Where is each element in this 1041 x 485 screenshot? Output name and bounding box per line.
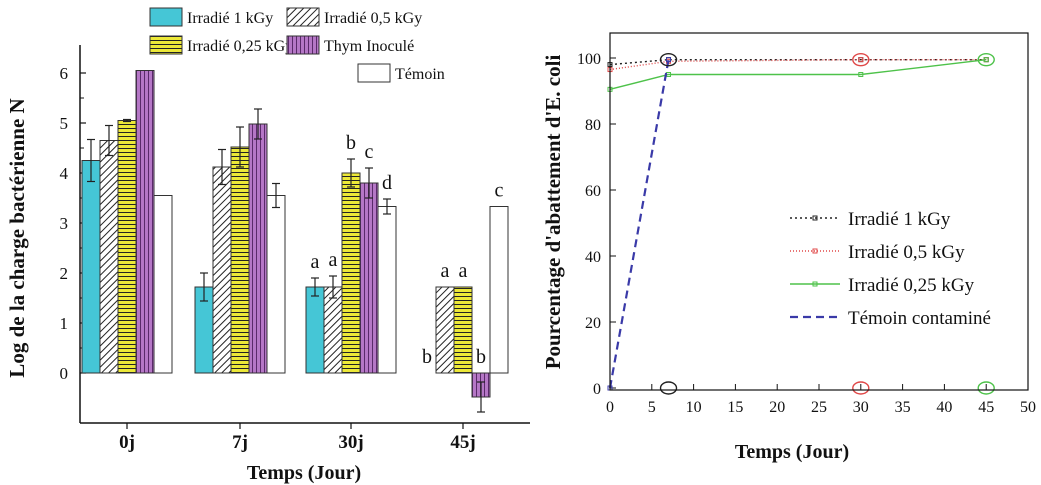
line-chart: 0 5 10 15 20 25 30 35 40 45 50 0 20 40 60 80 100 Pourcen…	[541, 32, 1036, 463]
legend-swatch	[286, 7, 320, 27]
bar-annotation-label: c	[365, 141, 374, 163]
series-line	[608, 59, 670, 389]
bar-annotation-label: a	[329, 249, 338, 271]
line-y-tick-label: 100	[577, 51, 601, 68]
legend-label: Irradié 1 kGy	[848, 209, 951, 230]
bar-x-tick-label: 0j	[119, 432, 135, 453]
line-x-tick-label: 15	[727, 399, 743, 416]
line-y-tick-label: 80	[585, 117, 601, 134]
legend-swatch	[357, 63, 391, 83]
line-y-tick-label: 0	[593, 381, 601, 398]
line-x-tick-label: 50	[1020, 399, 1036, 416]
bar-x-tick-label: 30j	[338, 432, 363, 453]
line-plot-frame	[609, 32, 1029, 391]
bar	[489, 206, 509, 374]
legend-label: Irradié 0,25 kGy	[187, 38, 293, 55]
bar	[341, 172, 361, 374]
bar-y-tick-label: 6	[60, 64, 69, 83]
legend-label: Témoin	[395, 66, 445, 83]
circle-marker	[852, 381, 870, 395]
bar-y-tick-label: 1	[60, 314, 69, 333]
line-x-axis-label: Temps (Jour)	[735, 441, 849, 463]
legend-swatch	[149, 7, 183, 27]
bar	[230, 146, 250, 374]
legend-label: Irradié 0,5 kGy	[848, 242, 965, 263]
bar-annotation-label: a	[441, 260, 450, 282]
bar-y-tick-label: 2	[60, 264, 69, 283]
bar	[266, 195, 286, 374]
legend-swatch	[149, 35, 183, 55]
series-point	[983, 57, 989, 63]
bar-y-axis-label: Log de la charge bactérienne N	[5, 98, 29, 377]
bar-y-axis: 0 1 2 3 4 5 6 0j 7j 30j 45j	[60, 64, 476, 453]
line-x-tick-label: 25	[811, 399, 827, 416]
line-x-tick-label: 10	[686, 399, 702, 416]
line-series	[607, 52, 995, 395]
line-x-tick-label: 20	[769, 399, 785, 416]
bar-annotation-label: b	[346, 132, 356, 154]
bar-legend: Irradié 1 kGy Irradié 0,5 kGy Irradié 0,25…	[149, 7, 445, 83]
legend-label: Irradié 0,25 kGy	[848, 275, 975, 296]
bar-x-tick-label: 45j	[450, 432, 475, 453]
line-x-tick-label: 30	[853, 399, 869, 416]
circle-marker	[659, 52, 678, 67]
legend-marker	[812, 248, 818, 254]
bar	[81, 160, 101, 374]
bar	[305, 286, 325, 374]
bar	[212, 166, 232, 374]
bar	[453, 286, 473, 374]
legend-marker	[812, 215, 818, 221]
bar	[435, 286, 455, 374]
line-y-tick-label: 20	[585, 315, 601, 332]
line-x-tick-label: 40	[936, 399, 952, 416]
legend-label: Thym Inoculé	[324, 38, 414, 55]
bar-annotation-label: a	[459, 260, 468, 282]
circle-marker	[977, 52, 995, 67]
bar-annotation-label: b	[422, 346, 432, 368]
bar	[153, 195, 173, 374]
series-point	[858, 72, 864, 77]
legend-swatch	[286, 35, 320, 55]
bar	[359, 182, 379, 374]
circle-marker	[852, 52, 870, 67]
line-x-tick-label: 35	[895, 399, 911, 416]
circle-marker	[977, 381, 995, 395]
line-y-tick-label: 40	[585, 249, 601, 266]
bar	[248, 123, 268, 374]
bar	[323, 286, 343, 374]
series-line	[609, 58, 987, 91]
bar-annotation-label: b	[476, 346, 486, 368]
line-legend: Irradié 1 kGy Irradié 0,5 kGy Irradié 0,25…	[790, 209, 991, 329]
bar	[99, 140, 119, 374]
line-y-tick-label: 60	[585, 183, 601, 200]
series-point	[666, 57, 672, 63]
bar-x-axis-label: Temps (Jour)	[247, 462, 361, 484]
bar	[377, 206, 397, 374]
bar-y-tick-label: 3	[60, 214, 69, 233]
line-x-tick-label: 0	[606, 399, 614, 416]
bar-y-tick-label: 0	[60, 364, 69, 383]
bar	[135, 70, 155, 374]
bar	[117, 120, 137, 374]
legend-label: Irradié 1 kGy	[187, 10, 273, 27]
line-axes-ticks: 0 5 10 15 20 25 30 35 40 45 50 0 20 40 60 80 100	[577, 51, 1036, 416]
line-x-tick-label: 45	[978, 399, 994, 416]
legend-marker	[812, 281, 818, 287]
legend-label: Irradié 0,5 kGy	[324, 10, 422, 27]
bar-annotation-label: d	[382, 172, 392, 194]
line-y-axis-label: Pourcentage d'abattement d'E. coli	[541, 55, 565, 370]
series-point	[858, 57, 864, 63]
bar-y-tick-label: 4	[60, 164, 69, 183]
bar-annotation-label: c	[495, 180, 504, 202]
bar-x-tick-label: 7j	[232, 432, 248, 453]
circle-marker	[659, 381, 678, 395]
legend-label: Témoin contaminé	[848, 308, 991, 329]
bar-annotation-label: a	[311, 251, 320, 273]
bar-series	[81, 70, 509, 413]
bar-y-tick-label: 5	[60, 114, 69, 133]
line-x-tick-label: 5	[648, 399, 656, 416]
